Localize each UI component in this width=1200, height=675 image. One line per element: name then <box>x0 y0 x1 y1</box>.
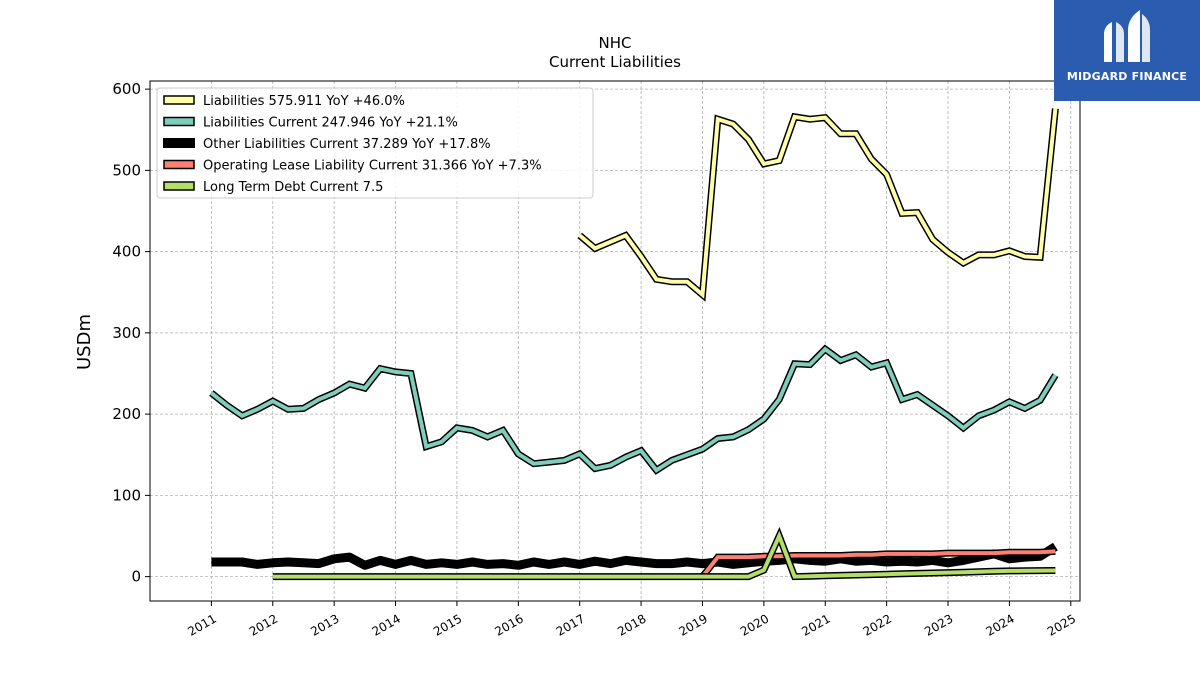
x-tick-label: 2013 <box>308 611 341 638</box>
chart-title: NHC <box>599 34 632 52</box>
legend-swatch-long-term-debt-current <box>163 181 195 191</box>
series-line-liabilities-current <box>210 346 1058 473</box>
x-tick-label: 2016 <box>492 611 525 638</box>
x-tick-label: 2014 <box>370 611 403 638</box>
x-tick-label: 2023 <box>922 611 955 638</box>
legend-swatch-liabilities <box>163 95 195 105</box>
x-tick-label: 2012 <box>247 611 280 638</box>
x-tick-label: 2015 <box>431 611 464 638</box>
legend-label-operating-lease-liability-current: Operating Lease Liability Current 31.366… <box>203 159 542 174</box>
midgard-logo-icon <box>1104 10 1150 62</box>
x-tick-label: 2020 <box>738 611 771 638</box>
legend-swatch-other-liabilities-current <box>163 138 195 148</box>
legend-swatch-operating-lease-liability-current <box>163 159 195 170</box>
y-tick-label: 500 <box>112 161 141 179</box>
y-tick-label: 400 <box>112 243 141 261</box>
y-tick-label: 600 <box>112 80 141 98</box>
x-axis: 2011 2012 2013 2014 2015 2016 2017 2018 2019 2020… <box>185 601 1078 639</box>
legend-label-liabilities-current: Liabilities Current 247.946 YoY +21.1% <box>203 116 458 131</box>
x-tick-label: 2021 <box>799 611 832 638</box>
y-tick-label: 300 <box>112 324 141 342</box>
y-tick-label: 200 <box>112 405 141 423</box>
legend-swatch-liabilities-current <box>163 116 195 127</box>
y-axis-label: USDm <box>74 314 95 370</box>
series-line-liabilities <box>578 108 1058 299</box>
x-tick-label: 2019 <box>677 611 710 638</box>
y-tick-label: 100 <box>112 486 141 504</box>
brand-logo: MIDGARD FINANCE <box>1054 0 1200 101</box>
series-layer <box>209 108 1059 581</box>
legend-box <box>156 87 594 199</box>
legend: Liabilities 575.911 YoY +46.0% Liabilitie… <box>156 87 594 199</box>
series-line-other-liabilities-current <box>211 542 1058 570</box>
x-tick-label: 2022 <box>861 611 894 638</box>
legend-label-other-liabilities-current: Other Liabilities Current 37.289 YoY +17… <box>203 137 491 152</box>
plot-frame <box>149 80 1081 602</box>
y-axis: 0 100 200 300 400 500 600 <box>112 80 150 586</box>
series-line-long-term-debt-current <box>272 530 1056 579</box>
series-outline-liabilities <box>577 108 1059 302</box>
y-tick-label: 0 <box>131 568 141 586</box>
x-tick-label: 2018 <box>615 611 648 638</box>
x-tick-label: 2017 <box>554 611 587 638</box>
x-tick-label: 2011 <box>185 611 218 638</box>
x-tick-label: 2024 <box>983 611 1016 638</box>
legend-label-long-term-debt-current: Long Term Debt Current 7.5 <box>203 180 383 195</box>
series-line-operating-lease-liability-current <box>700 549 1056 578</box>
chart-subtitle: Current Liabilities <box>549 53 681 71</box>
x-tick-label: 2025 <box>1045 611 1078 638</box>
legend-label-liabilities: Liabilities 575.911 YoY +46.0% <box>203 94 405 109</box>
brand-name: MIDGARD FINANCE <box>1066 70 1188 83</box>
